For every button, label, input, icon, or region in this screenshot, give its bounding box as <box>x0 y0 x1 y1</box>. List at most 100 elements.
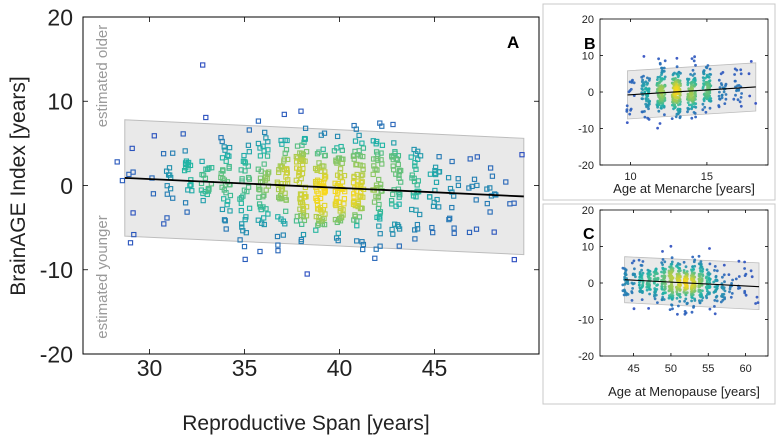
data-point <box>640 268 643 272</box>
data-point <box>697 280 701 284</box>
data-point <box>671 276 675 280</box>
data-point <box>318 132 324 138</box>
data-point <box>755 295 759 299</box>
data-point <box>340 212 346 218</box>
data-point <box>374 214 380 221</box>
data-point <box>656 283 659 287</box>
data-point <box>240 193 246 199</box>
data-point <box>372 166 378 172</box>
data-point <box>221 217 228 223</box>
data-point <box>713 305 716 308</box>
data-point <box>720 285 724 289</box>
data-point <box>297 206 303 212</box>
data-point <box>697 254 701 258</box>
data-point <box>675 290 679 294</box>
data-point <box>677 304 680 308</box>
data-point <box>237 237 243 243</box>
data-point <box>360 241 367 248</box>
data-point <box>723 102 727 105</box>
data-point <box>699 260 703 263</box>
data-point <box>623 275 626 279</box>
data-point <box>683 299 686 303</box>
data-point <box>164 215 170 221</box>
data-point <box>474 182 480 189</box>
data-point <box>630 299 634 302</box>
data-point <box>303 204 310 210</box>
data-point <box>451 225 457 231</box>
data-point <box>417 153 424 159</box>
data-point <box>431 199 437 206</box>
data-point <box>653 297 657 301</box>
data-point <box>660 88 663 92</box>
x-tick-label: 15 <box>701 171 713 183</box>
data-point <box>652 274 656 278</box>
data-point <box>300 151 306 158</box>
data-point <box>676 75 680 79</box>
data-point <box>284 137 290 144</box>
data-point <box>630 261 634 265</box>
data-point <box>668 308 672 311</box>
x-tick-label: 30 <box>137 355 163 381</box>
data-point <box>694 115 697 119</box>
data-point <box>149 175 155 181</box>
data-point <box>686 83 690 87</box>
data-point <box>689 73 692 76</box>
data-point <box>264 153 271 159</box>
data-point <box>621 283 625 287</box>
data-point <box>748 94 752 98</box>
data-point <box>675 65 679 69</box>
data-point <box>302 191 308 197</box>
data-point <box>408 154 414 160</box>
panel-c-regression-line <box>624 279 760 288</box>
data-point <box>203 114 209 121</box>
data-point <box>728 290 731 294</box>
x-tick-label: 45 <box>627 363 639 375</box>
data-point <box>245 174 252 181</box>
data-point <box>246 205 253 211</box>
data-point <box>670 303 673 307</box>
data-point <box>376 223 382 229</box>
data-point <box>240 228 246 234</box>
data-point <box>188 177 194 183</box>
data-point <box>129 145 135 152</box>
data-point <box>206 165 212 171</box>
data-point <box>691 68 695 72</box>
data-point <box>686 110 689 114</box>
data-point <box>246 127 252 133</box>
data-point <box>682 260 686 264</box>
data-point <box>693 264 697 268</box>
y-tick-label: 20 <box>582 205 594 217</box>
data-point <box>353 162 359 168</box>
data-point <box>730 292 734 295</box>
data-point <box>333 158 339 165</box>
data-point <box>641 283 644 287</box>
data-point <box>390 121 396 128</box>
data-point <box>697 288 701 292</box>
data-point <box>719 72 723 76</box>
data-point <box>743 289 747 293</box>
data-point <box>243 214 249 220</box>
data-point <box>223 158 229 164</box>
data-point <box>261 215 267 221</box>
data-point <box>377 231 383 237</box>
data-point <box>372 255 378 261</box>
data-point <box>684 265 688 269</box>
data-point <box>238 207 244 214</box>
data-point <box>708 106 712 110</box>
panel-b-regression-line <box>627 86 756 96</box>
data-point <box>754 102 758 105</box>
data-point <box>303 149 310 155</box>
data-point <box>487 185 493 191</box>
panel-b-letter: B <box>584 36 596 53</box>
data-point <box>705 268 709 272</box>
data-point <box>119 177 126 184</box>
data-point <box>625 277 628 280</box>
y-tick-label: 20 <box>582 14 594 26</box>
data-point <box>187 183 193 189</box>
data-point <box>242 216 248 223</box>
panel-b-border <box>542 3 776 201</box>
data-point <box>622 293 626 297</box>
data-point <box>699 291 703 295</box>
data-point <box>686 301 689 305</box>
data-point <box>632 307 636 311</box>
